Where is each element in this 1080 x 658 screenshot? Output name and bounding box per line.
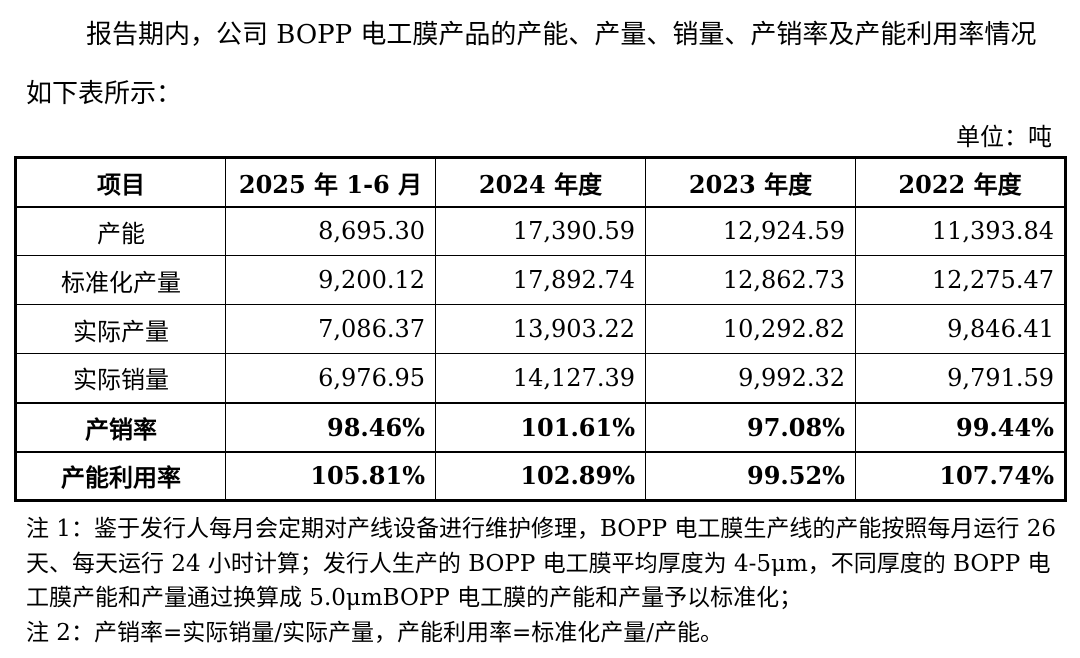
cell-value: 12,862.73: [645, 255, 856, 305]
row-label: 实际销量: [15, 353, 226, 403]
cell-value: 17,892.74: [435, 255, 646, 305]
header-item: 项目: [15, 157, 226, 208]
header-2023: 2023 年度: [645, 157, 856, 208]
row-label: 实际产量: [15, 304, 226, 354]
cell-value: 102.89%: [435, 450, 646, 501]
row-label: 产能利用率: [15, 450, 226, 501]
header-2025h1: 2025 年 1-6 月: [225, 157, 436, 208]
note-1: 注 1：鉴于发行人每月会定期对产线设备进行维护修理，BOPP 电工膜生产线的产能…: [26, 516, 1056, 611]
row-label: 产销率: [15, 401, 226, 452]
cell-value: 107.74%: [855, 450, 1066, 501]
cell-value: 7,086.37: [225, 304, 436, 354]
capacity-table: 项目 2025 年 1-6 月 2024 年度 2023 年度 2022 年度 …: [14, 156, 1067, 502]
header-2024: 2024 年度: [435, 157, 646, 208]
table-row-sales-rate: 产销率 98.46% 101.61% 97.08% 99.44%: [15, 401, 1066, 452]
cell-value: 13,903.22: [435, 304, 646, 354]
cell-value: 97.08%: [645, 401, 856, 452]
cell-value: 105.81%: [225, 450, 436, 501]
cell-value: 6,976.95: [225, 353, 436, 403]
table-row-actual-sales: 实际销量 6,976.95 14,127.39 9,992.32 9,791.5…: [15, 353, 1066, 403]
table-row-actual-output: 实际产量 7,086.37 13,903.22 10,292.82 9,846.…: [15, 304, 1066, 354]
table-row-utilization-rate: 产能利用率 105.81% 102.89% 99.52% 107.74%: [15, 450, 1066, 501]
cell-value: 9,992.32: [645, 353, 856, 403]
cell-value: 101.61%: [435, 401, 646, 452]
cell-value: 12,924.59: [645, 206, 856, 256]
notes-section: 注 1：鉴于发行人每月会定期对产线设备进行维护修理，BOPP 电工膜生产线的产能…: [26, 512, 1056, 650]
row-label: 标准化产量: [15, 255, 226, 305]
intro-paragraph: 报告期内，公司 BOPP 电工膜产品的产能、产量、销量、产销率及产能利用率情况如…: [26, 20, 1037, 109]
cell-value: 9,200.12: [225, 255, 436, 305]
cell-value: 17,390.59: [435, 206, 646, 256]
cell-value: 9,791.59: [855, 353, 1066, 403]
table-row-capacity: 产能 8,695.30 17,390.59 12,924.59 11,393.8…: [15, 206, 1066, 256]
cell-value: 10,292.82: [645, 304, 856, 354]
cell-value: 99.52%: [645, 450, 856, 501]
cell-value: 12,275.47: [855, 255, 1066, 305]
cell-value: 14,127.39: [435, 353, 646, 403]
note-2: 注 2：产销率=实际销量/实际产量，产能利用率=标准化产量/产能。: [26, 619, 723, 646]
table-row-standard-output: 标准化产量 9,200.12 17,892.74 12,862.73 12,27…: [15, 255, 1066, 305]
cell-value: 11,393.84: [855, 206, 1066, 256]
cell-value: 99.44%: [855, 401, 1066, 452]
row-label: 产能: [15, 206, 226, 256]
header-2022: 2022 年度: [855, 157, 1066, 208]
cell-value: 98.46%: [225, 401, 436, 452]
cell-value: 8,695.30: [225, 206, 436, 256]
cell-value: 9,846.41: [855, 304, 1066, 354]
table-header-row: 项目 2025 年 1-6 月 2024 年度 2023 年度 2022 年度: [15, 157, 1066, 208]
unit-label: 单位：吨: [956, 123, 1052, 151]
